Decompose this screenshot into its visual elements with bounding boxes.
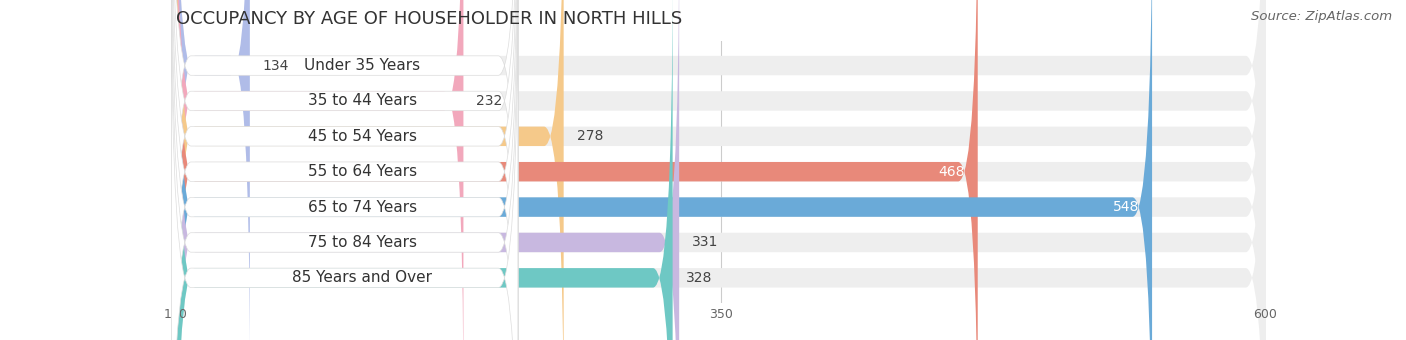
FancyBboxPatch shape bbox=[176, 0, 1265, 340]
FancyBboxPatch shape bbox=[176, 0, 1265, 340]
Text: Under 35 Years: Under 35 Years bbox=[304, 58, 420, 73]
FancyBboxPatch shape bbox=[176, 0, 250, 340]
FancyBboxPatch shape bbox=[176, 0, 564, 340]
Text: OCCUPANCY BY AGE OF HOUSEHOLDER IN NORTH HILLS: OCCUPANCY BY AGE OF HOUSEHOLDER IN NORTH… bbox=[176, 10, 682, 28]
FancyBboxPatch shape bbox=[176, 0, 1265, 340]
FancyBboxPatch shape bbox=[172, 0, 517, 340]
FancyBboxPatch shape bbox=[176, 0, 1265, 340]
Text: 55 to 64 Years: 55 to 64 Years bbox=[308, 164, 416, 179]
FancyBboxPatch shape bbox=[176, 0, 464, 340]
Text: 232: 232 bbox=[477, 94, 503, 108]
Text: 468: 468 bbox=[938, 165, 965, 179]
FancyBboxPatch shape bbox=[176, 0, 1152, 340]
FancyBboxPatch shape bbox=[176, 0, 679, 340]
Text: 85 Years and Over: 85 Years and Over bbox=[292, 270, 432, 285]
Text: 134: 134 bbox=[263, 58, 290, 72]
FancyBboxPatch shape bbox=[172, 0, 517, 340]
Text: 45 to 54 Years: 45 to 54 Years bbox=[308, 129, 416, 144]
Text: 328: 328 bbox=[686, 271, 711, 285]
FancyBboxPatch shape bbox=[176, 0, 1265, 340]
Text: 278: 278 bbox=[576, 129, 603, 143]
FancyBboxPatch shape bbox=[172, 0, 517, 340]
FancyBboxPatch shape bbox=[176, 0, 1265, 340]
Text: 65 to 74 Years: 65 to 74 Years bbox=[308, 200, 416, 215]
FancyBboxPatch shape bbox=[172, 0, 517, 340]
Text: Source: ZipAtlas.com: Source: ZipAtlas.com bbox=[1251, 10, 1392, 23]
Text: 35 to 44 Years: 35 to 44 Years bbox=[308, 94, 416, 108]
FancyBboxPatch shape bbox=[176, 0, 1265, 340]
FancyBboxPatch shape bbox=[172, 0, 517, 340]
Text: 548: 548 bbox=[1112, 200, 1139, 214]
FancyBboxPatch shape bbox=[176, 0, 672, 340]
Text: 331: 331 bbox=[692, 236, 718, 250]
FancyBboxPatch shape bbox=[172, 0, 517, 340]
FancyBboxPatch shape bbox=[176, 0, 977, 340]
Text: 75 to 84 Years: 75 to 84 Years bbox=[308, 235, 416, 250]
FancyBboxPatch shape bbox=[172, 0, 517, 340]
